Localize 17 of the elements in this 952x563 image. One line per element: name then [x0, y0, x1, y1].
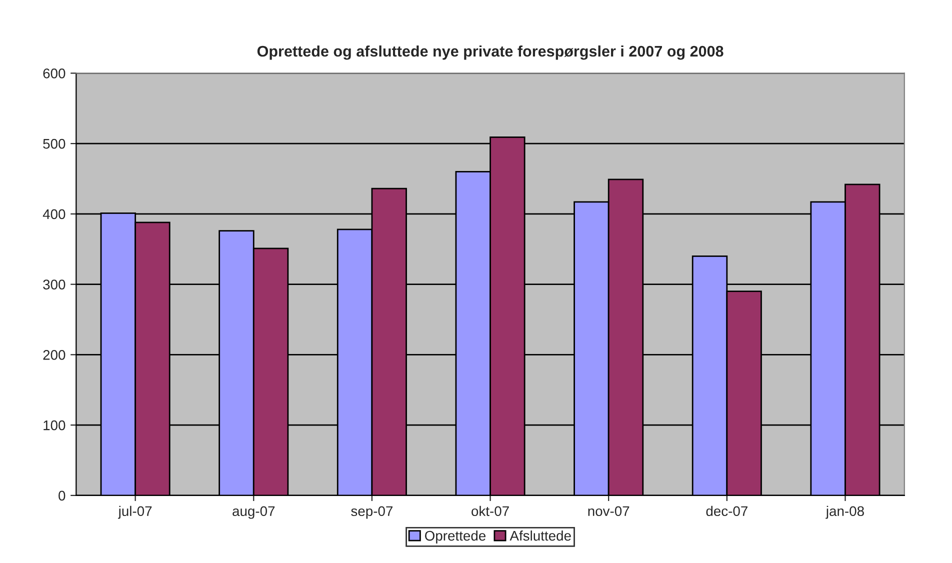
legend-label: Oprettede	[425, 530, 486, 544]
x-tick-label: aug-07	[232, 506, 275, 519]
y-tick-label: 100	[44, 420, 66, 430]
chart-title: Oprettede og afsluttede nye private forespørgsler i 2007 og 2008	[257, 45, 724, 60]
y-tick-label: 600	[43, 68, 66, 78]
y-tick-label: 400	[42, 209, 66, 220]
y-tick-label: 500	[43, 138, 66, 149]
y-tick-label: 200	[43, 350, 66, 360]
x-tick-label: dec-07	[706, 506, 748, 516]
x-tick-label: jan-08	[826, 506, 864, 519]
x-tick-label: okt-07	[472, 506, 509, 516]
y-tick-label: 300	[43, 280, 66, 290]
legend-label: Afsluttede	[510, 530, 571, 541]
x-tick-label: nov-07	[588, 506, 630, 516]
y-tick-label: 0	[58, 490, 66, 501]
x-tick-label: jul-07	[118, 506, 152, 519]
x-tick-label: sep-07	[351, 506, 392, 519]
